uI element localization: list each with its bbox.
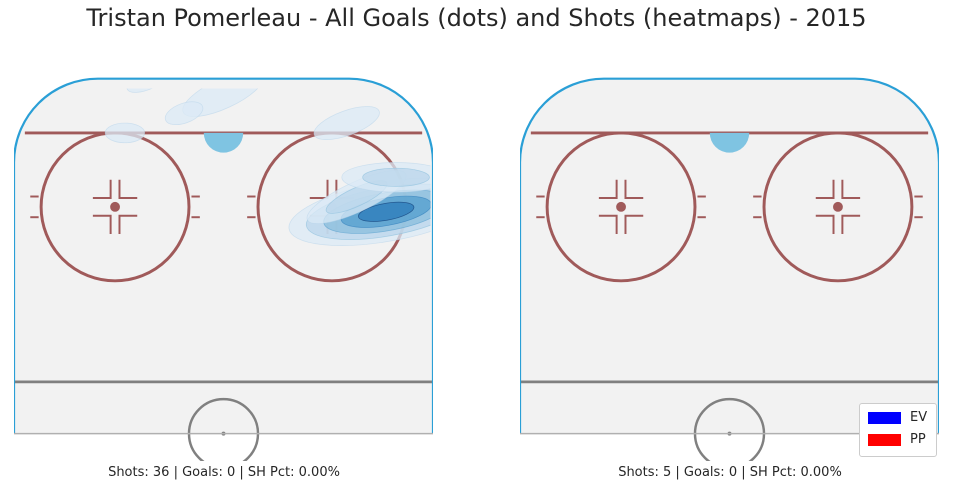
faceoff-circle-right <box>753 131 923 283</box>
dot-l-marking <box>598 214 618 234</box>
ice-surface <box>520 78 939 434</box>
heat-contour <box>732 38 767 67</box>
legend-label-ev: EV <box>910 410 928 425</box>
shot-heatmap <box>104 38 431 246</box>
legend-label-pp: PP <box>910 432 926 447</box>
faceoff-dot-left <box>616 201 626 212</box>
dot-l-marking <box>598 179 618 199</box>
dot-l-marking <box>624 179 644 199</box>
dot-l-marking <box>118 179 138 199</box>
faceoff-ring-right <box>762 131 914 283</box>
ice-surface <box>14 78 433 434</box>
goal-crease <box>709 132 750 153</box>
heat-contour <box>313 106 380 140</box>
boards <box>520 77 939 434</box>
dot-l-marking <box>815 214 835 234</box>
chart-title: Tristan Pomerleau - All Goals (dots) and… <box>86 4 867 32</box>
legend-swatch-pp <box>868 434 901 446</box>
dot-l-marking <box>815 179 835 199</box>
heat-contour <box>164 101 204 126</box>
heat-contour <box>725 38 773 75</box>
dot-l-marking <box>92 179 112 199</box>
dot-l-marking <box>92 214 112 234</box>
dot-l-marking <box>841 179 861 199</box>
rink-right <box>520 38 939 461</box>
faceoff-dot-right <box>833 201 843 212</box>
heat-contour <box>276 38 329 42</box>
faceoff-circle-left <box>536 131 706 283</box>
heat-contour <box>322 54 352 74</box>
rink-left <box>14 38 433 461</box>
boards <box>14 77 433 434</box>
dot-l-marking <box>624 214 644 234</box>
faceoff-dot-left <box>110 201 120 212</box>
caption-right: Shots: 5 | Goals: 0 | SH Pct: 0.00% <box>618 465 842 480</box>
heat-contour <box>362 167 430 187</box>
faceoff-ring-left <box>545 131 697 283</box>
heat-contour <box>738 38 759 58</box>
caption-left: Shots: 36 | Goals: 0 | SH Pct: 0.00% <box>108 465 340 480</box>
rink-markings <box>520 131 939 461</box>
heat-contour <box>126 88 173 93</box>
dot-l-marking <box>118 214 138 234</box>
heat-contour <box>358 201 415 222</box>
legend-swatch-ev <box>868 412 901 424</box>
legend: EV PP <box>859 403 937 457</box>
dot-l-marking <box>841 214 861 234</box>
goal-crease <box>203 132 244 153</box>
heat-contour <box>104 122 145 144</box>
